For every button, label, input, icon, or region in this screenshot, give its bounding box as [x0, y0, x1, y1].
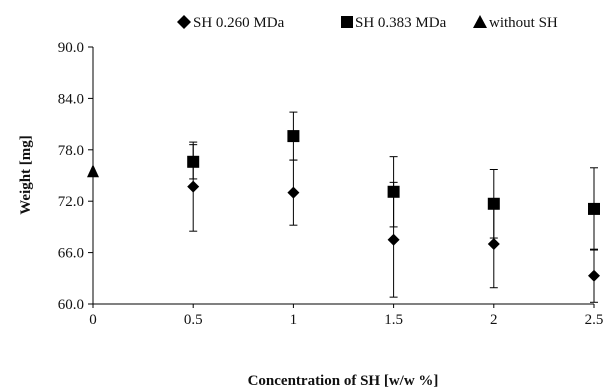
x-tick-label: 0.5 — [184, 312, 203, 328]
legend-marker-square — [341, 16, 353, 28]
data-point-diamond — [287, 186, 300, 199]
series-2 — [87, 164, 99, 178]
series-1 — [187, 111, 600, 251]
data-point-diamond — [187, 180, 200, 193]
axes — [92, 47, 594, 305]
x-tick-label: 0 — [89, 312, 97, 328]
x-tick-label: 1.5 — [384, 312, 403, 328]
y-tick-label: 60.0 — [58, 297, 84, 313]
data-point-square — [387, 185, 400, 198]
data-point-square — [588, 202, 600, 215]
y-tick-label: 78.0 — [58, 143, 84, 159]
data-point-diamond — [387, 233, 400, 246]
y-ticks: 60.0 66.0 72.0 78.0 84.0 90.0 — [58, 40, 93, 313]
plot-area — [87, 111, 600, 303]
legend-label-series-1: SH 0.383 MDa — [355, 15, 447, 31]
x-tick-label: 2 — [490, 312, 498, 328]
y-tick-label: 90.0 — [58, 40, 84, 56]
data-point-diamond — [487, 238, 500, 251]
data-point-triangle — [87, 164, 99, 178]
legend-label-series-2: without SH — [489, 15, 558, 31]
legend-marker-diamond — [177, 15, 191, 29]
data-point-diamond — [588, 269, 600, 282]
y-tick-label: 72.0 — [58, 194, 84, 210]
legend-marker-triangle — [473, 15, 487, 28]
x-tick-label: 2.5 — [585, 312, 604, 328]
data-point-square — [187, 155, 200, 168]
data-point-square — [487, 197, 500, 210]
x-tick-label: 1 — [290, 312, 298, 328]
y-tick-label: 84.0 — [58, 91, 84, 107]
legend: SH 0.260 MDa SH 0.383 MDa without SH — [177, 15, 558, 31]
y-tick-label: 66.0 — [58, 246, 84, 262]
x-ticks: 0 0.5 1 1.5 2 2.5 — [89, 304, 603, 328]
legend-label-series-0: SH 0.260 MDa — [193, 15, 285, 31]
y-axis-title: Weight [mg] — [18, 135, 34, 215]
data-point-square — [287, 130, 300, 143]
x-axis-title: Concentration of SH [w/w %] — [248, 373, 439, 389]
